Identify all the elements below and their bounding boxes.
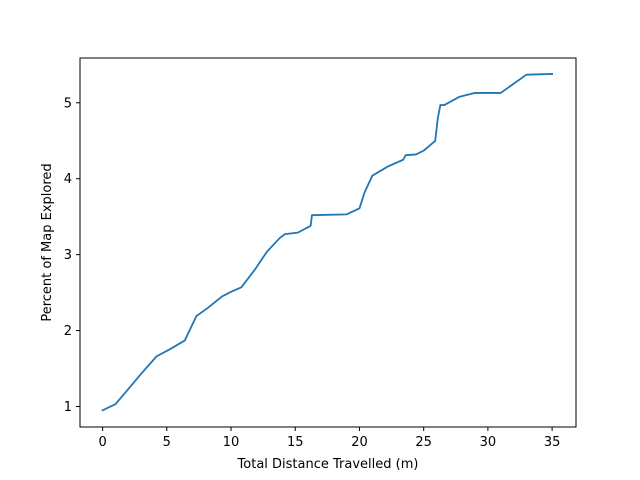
x-tick-label: 20: [351, 435, 368, 450]
plot-frame: [79, 57, 577, 428]
x-tick-label: 15: [287, 435, 304, 450]
x-tick-label: 5: [163, 435, 171, 450]
y-tick-label: 4: [64, 172, 72, 187]
x-tick-label: 35: [544, 435, 561, 450]
y-tick-label: 1: [64, 400, 72, 415]
series-line: [101, 73, 554, 412]
x-tick-label: 25: [415, 435, 432, 450]
y-tick-label: 3: [64, 248, 72, 263]
y-tick-label: 2: [64, 324, 72, 339]
x-axis-label: Total Distance Travelled (m): [237, 457, 419, 472]
y-tick-label: 5: [64, 96, 72, 111]
x-axis-ticks: 0 5 10 15 20 25 30 35: [98, 427, 560, 450]
y-axis-label: Percent of Map Explored: [40, 163, 55, 321]
x-tick-label: 30: [480, 435, 497, 450]
x-tick-label: 0: [98, 435, 106, 450]
x-tick-label: 10: [223, 435, 240, 450]
y-axis-ticks: 1 2 3 4 5: [64, 96, 80, 415]
